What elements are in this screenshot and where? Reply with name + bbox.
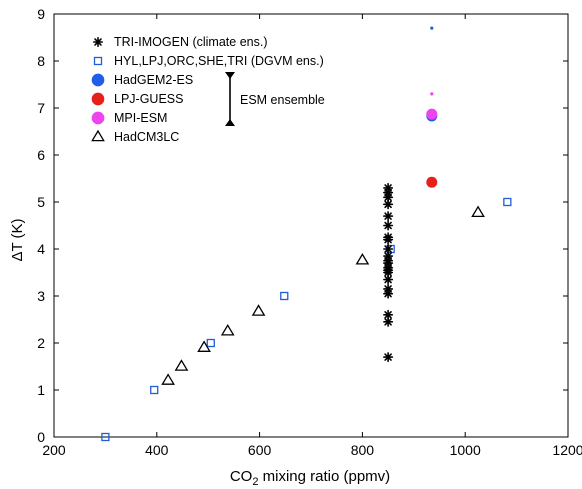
x-tick-label: 400 <box>145 442 169 458</box>
data-point <box>280 291 289 301</box>
tick-marks: 200 400 600 800 1000 1200 0 1 2 3 4 5 6 7 8 9 <box>37 6 582 458</box>
legend-label: HadCM3LC <box>114 130 179 144</box>
plot-frame <box>53 13 569 438</box>
y-tick-label: 9 <box>37 6 45 22</box>
data-point <box>220 323 235 336</box>
x-tick-label: 1200 <box>552 442 582 458</box>
x-axis-title-rest: mixing ratio (ppmv) <box>258 468 390 485</box>
legend-marker <box>91 129 105 142</box>
legend-label: HYL,LPJ,ORC,SHE,TRI (DGVM ens.) <box>114 54 324 68</box>
x-tick-label: 600 <box>248 442 272 458</box>
data-point <box>101 432 110 442</box>
y-tick-label: 7 <box>37 100 45 116</box>
data-point <box>383 244 394 254</box>
x-tick-label: 200 <box>42 442 66 458</box>
x-tick-label: 800 <box>351 442 375 458</box>
data-points <box>101 26 512 442</box>
x-axis-title-subscript: 2 <box>252 476 258 488</box>
y-tick-label: 4 <box>37 241 45 257</box>
legend-marker <box>91 73 105 87</box>
legend-label: HadGEM2-ES <box>114 73 193 87</box>
x-axis-title: CO2 mixing ratio (ppmv) <box>230 468 390 488</box>
legend-label: MPI-ESM <box>114 111 167 125</box>
data-point <box>197 340 211 352</box>
esm-bracket-label: ESM ensemble <box>240 93 325 107</box>
legend-label: LPJ-GUESS <box>114 92 183 106</box>
data-point <box>426 176 438 188</box>
axes-frame <box>53 13 569 438</box>
y-tick-label: 2 <box>37 335 45 351</box>
legend-marker <box>93 56 103 66</box>
data-point <box>355 253 370 265</box>
y-tick-label: 5 <box>37 194 45 210</box>
x-axis-title-main: CO <box>230 468 253 485</box>
y-axis-title: ΔT (K) <box>9 218 26 261</box>
data-point <box>383 251 394 262</box>
legend-marker <box>91 92 105 106</box>
legend-marker <box>93 36 103 48</box>
data-point <box>251 304 266 316</box>
data-point <box>430 26 434 30</box>
data-point <box>383 220 394 231</box>
x-tick-label: 1000 <box>450 442 481 458</box>
esm-bracket-arrow-bottom <box>225 119 235 126</box>
data-point <box>503 197 512 207</box>
data-point <box>383 232 394 243</box>
data-point <box>383 352 394 363</box>
data-point <box>174 359 189 371</box>
esm-bracket-arrow-top <box>225 72 235 79</box>
data-point <box>430 92 434 96</box>
data-point <box>383 199 394 210</box>
y-tick-label: 8 <box>37 53 45 69</box>
data-point <box>383 211 394 222</box>
data-point <box>150 385 159 395</box>
y-tick-label: 3 <box>37 288 45 304</box>
legend-marker <box>91 111 105 125</box>
data-point <box>383 182 394 193</box>
data-point <box>206 338 215 348</box>
data-point <box>383 309 394 320</box>
data-point <box>471 205 485 218</box>
data-point <box>161 373 175 385</box>
legend-label: TRI-IMOGEN (climate ens.) <box>114 35 268 49</box>
legend: TRI-IMOGEN (climate ens.) HYL,LPJ,ORC,SHE… <box>91 35 325 144</box>
y-tick-label: 1 <box>37 382 45 398</box>
y-tick-label: 0 <box>37 429 45 445</box>
data-point <box>426 108 438 120</box>
y-tick-label: 6 <box>37 147 45 163</box>
data-point <box>383 283 394 294</box>
